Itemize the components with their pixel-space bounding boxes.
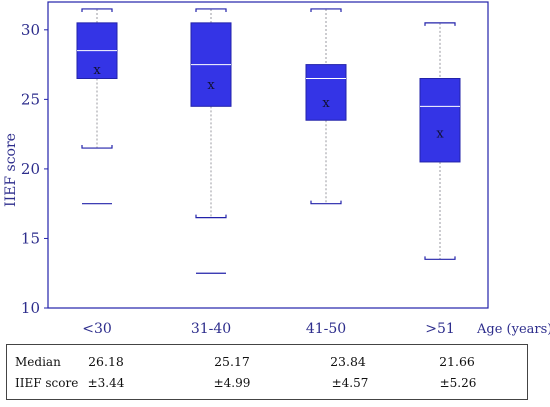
x-axis: <30 31-40 41-50 >51 xyxy=(82,321,455,337)
y-tick-label: 10 xyxy=(21,299,40,317)
sd-value: ±4.99 xyxy=(213,376,251,390)
upper-whisker-cap xyxy=(310,8,342,12)
sd-value: ±4.57 xyxy=(331,376,369,390)
upper-whisker-cap xyxy=(424,22,456,26)
y-axis-label: IIEF score xyxy=(3,133,19,207)
stats-table: Median IIEF score 26.18 25.17 23.84 21.6… xyxy=(6,344,528,400)
x-tick-label: 31-40 xyxy=(191,321,231,337)
median-value: 21.66 xyxy=(439,354,475,369)
y-tick-label: 25 xyxy=(21,90,40,108)
y-tick-label: 30 xyxy=(21,21,40,39)
lower-whisker-cap xyxy=(195,214,227,219)
boxplot-chart: 10 15 20 25 30 x x x x <30 31-40 41-50 >51 IIEF sc… xyxy=(3,1,550,337)
box xyxy=(305,64,347,121)
upper-whisker-cap xyxy=(195,8,227,12)
lower-whisker-cap xyxy=(424,256,456,260)
lower-whisker-cap xyxy=(310,200,342,205)
mean-marker: x xyxy=(207,78,215,93)
x-tick-label: 41-50 xyxy=(306,321,346,337)
x-tick-label: <30 xyxy=(82,321,112,337)
median-value: 26.18 xyxy=(88,354,124,369)
y-tick-label: 20 xyxy=(21,160,40,178)
mean-marker: x xyxy=(436,127,444,142)
x-tick-label: >51 xyxy=(425,321,455,337)
mean-marker: x xyxy=(322,96,330,111)
median-row-label: Median xyxy=(15,355,61,369)
iief-score-row-label: IIEF score xyxy=(15,376,79,390)
mean-marker: x xyxy=(93,63,101,78)
y-tick-label: 15 xyxy=(21,229,40,247)
y-axis: 10 15 20 25 30 xyxy=(21,21,48,317)
median-value: 25.17 xyxy=(214,354,250,369)
sd-value: ±5.26 xyxy=(439,376,477,390)
sd-value: ±3.44 xyxy=(87,376,125,390)
box-series: x x x x xyxy=(76,8,461,274)
median-value: 23.84 xyxy=(330,354,366,369)
x-axis-label: Age (years) xyxy=(476,322,550,337)
lower-whisker-cap xyxy=(81,145,113,149)
plot-frame xyxy=(47,1,489,309)
upper-whisker-cap xyxy=(81,8,113,12)
box xyxy=(419,78,461,163)
